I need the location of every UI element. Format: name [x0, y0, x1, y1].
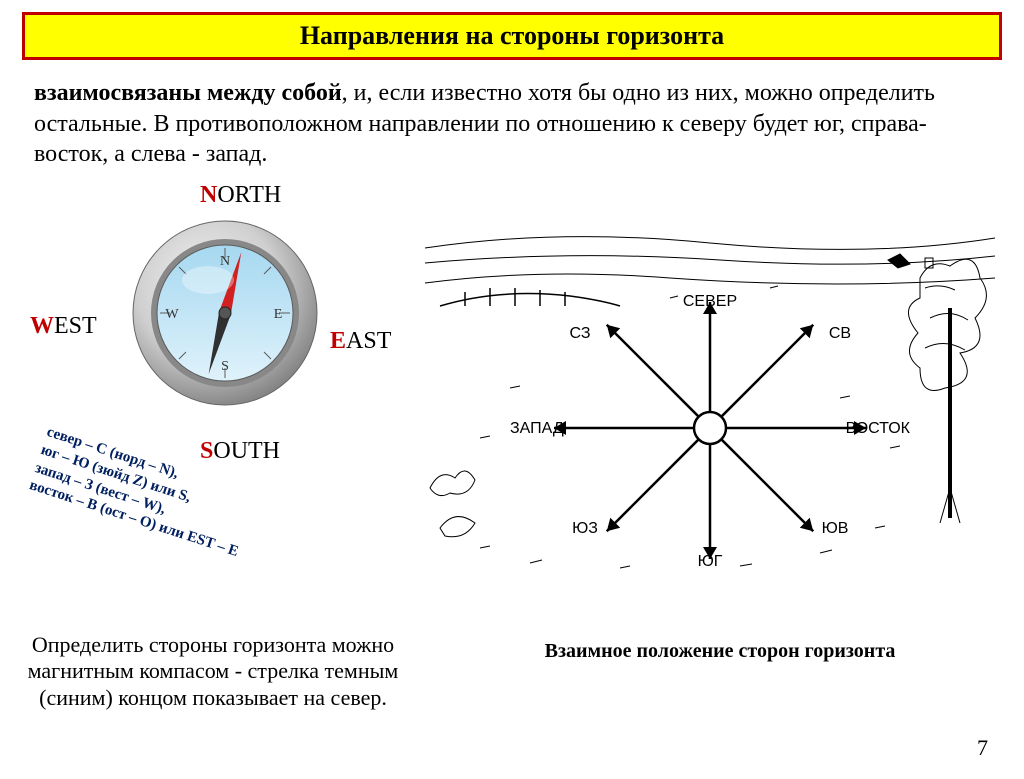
dir-w: ЗАПАД [510, 420, 564, 437]
title-banner: Направления на стороны горизонта [22, 12, 1002, 60]
face-n: N [220, 254, 230, 269]
dir-nw: СЗ [569, 325, 590, 342]
dir-s: ЮГ [698, 553, 723, 570]
label-south: SOUTH [200, 438, 280, 465]
face-e: E [274, 307, 283, 322]
dir-sw: ЮЗ [572, 520, 598, 537]
label-east-first: E [330, 328, 346, 354]
label-east-rest: AST [346, 328, 391, 354]
label-east: EAST [330, 328, 391, 355]
compass-icon: N S E W [130, 218, 320, 408]
dir-n: СЕВЕР [683, 293, 737, 310]
label-south-first: S [200, 438, 213, 464]
bottom-note: Определить стороны горизонта можно магни… [18, 632, 408, 711]
label-south-rest: OUTH [213, 438, 280, 464]
compass-area: NORTH WEST EAST SOUTH [30, 178, 410, 508]
paragraph-bold: взаимосвязаны между собой [34, 80, 342, 106]
label-west-rest: EST [54, 313, 97, 339]
landscape-area: СЕВЕР ЮГ ВОСТОК ЗАПАД СВ СЗ ЮВ ЮЗ [420, 188, 1000, 583]
dir-e: ВОСТОК [846, 420, 911, 437]
face-w: W [165, 307, 179, 322]
dir-se: ЮВ [822, 520, 849, 537]
landscape-diagram: СЕВЕР ЮГ ВОСТОК ЗАПАД СВ СЗ ЮВ ЮЗ [420, 188, 1000, 578]
face-s: S [221, 359, 229, 374]
label-north: NORTH [200, 182, 281, 209]
label-north-first: N [200, 182, 217, 208]
landscape-caption: Взаимное положение сторон горизонта [460, 640, 980, 663]
label-west-first: W [30, 313, 54, 339]
page-number: 7 [977, 735, 988, 761]
page-title: Направления на стороны горизонта [300, 21, 724, 50]
label-west: WEST [30, 313, 97, 340]
main-paragraph: взаимосвязаны между собой, и, если извес… [34, 78, 990, 170]
label-north-rest: ORTH [217, 182, 281, 208]
dir-ne: СВ [829, 325, 851, 342]
